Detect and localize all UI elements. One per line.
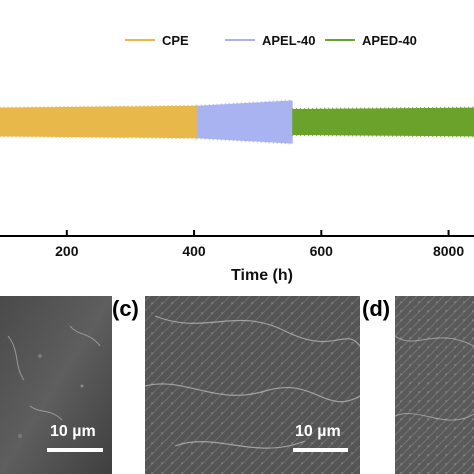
- panel-letter-d: (d): [362, 296, 391, 321]
- voltage-time-chart: 200 400 600 8000 Time (h) CPE APEL-40 APED-40: [0, 33, 474, 284]
- sem-panel-c: 10 µm: [145, 296, 360, 474]
- legend-label: CPE: [162, 33, 189, 48]
- x-tick-label: 8000: [433, 243, 464, 259]
- x-tick-label: 400: [182, 243, 206, 259]
- sem-image-c: [145, 296, 360, 474]
- legend-label: APEL-40: [262, 33, 315, 48]
- panel-letter-c: (c): [112, 296, 139, 321]
- series-aped-40: [292, 106, 474, 138]
- scale-label-b: 10 µm: [50, 423, 96, 440]
- x-axis-ticks: 200 400 600 8000: [55, 230, 464, 259]
- series-apel-40: [196, 99, 293, 145]
- series-layer: [0, 99, 474, 145]
- series-cpe: [0, 104, 198, 140]
- scale-bar-c: [293, 448, 348, 452]
- sem-panel-b: 10 µm: [0, 296, 112, 474]
- sem-image-b: [0, 296, 112, 474]
- x-tick-label: 200: [55, 243, 79, 259]
- sem-image-d: [395, 296, 474, 474]
- scale-label-c: 10 µm: [295, 423, 341, 440]
- legend: CPE APEL-40 APED-40: [125, 33, 417, 48]
- sem-panel-d: [395, 296, 474, 474]
- scale-bar-b: [47, 448, 103, 452]
- x-tick-label: 600: [310, 243, 334, 259]
- x-axis-title: Time (h): [231, 267, 293, 284]
- legend-label: APED-40: [362, 33, 417, 48]
- series-band: [292, 107, 474, 137]
